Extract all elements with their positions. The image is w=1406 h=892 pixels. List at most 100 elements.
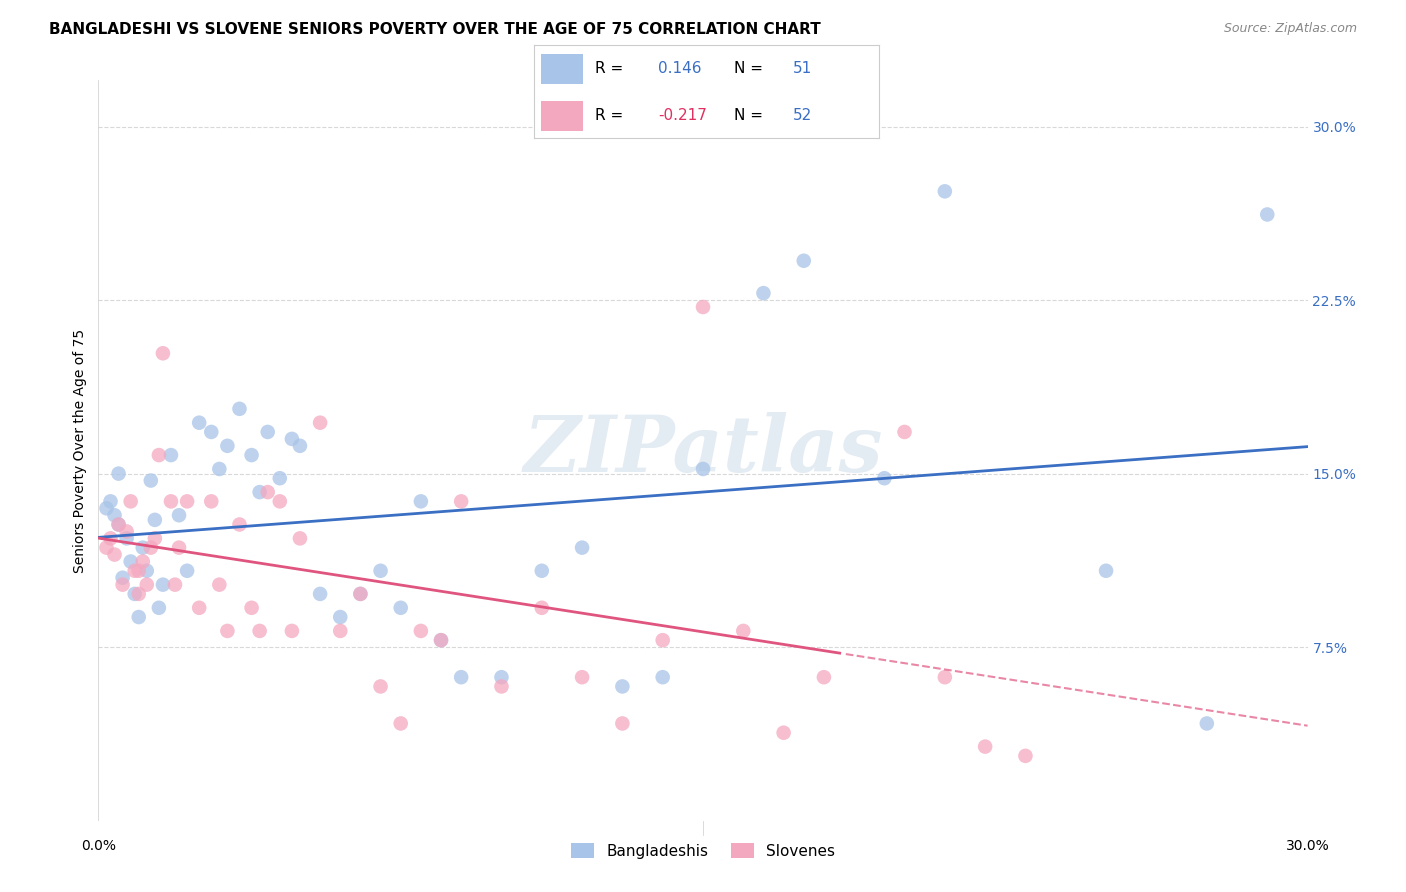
Point: [128, 610, 150, 624]
Point: [491, 670, 513, 684]
Point: [160, 448, 183, 462]
Text: 30.0%: 30.0%: [1285, 839, 1330, 853]
Point: [430, 633, 453, 648]
Point: [132, 554, 155, 569]
Point: [103, 548, 125, 562]
Text: Source: ZipAtlas.com: Source: ZipAtlas.com: [1223, 22, 1357, 36]
Point: [974, 739, 997, 754]
Point: [128, 587, 150, 601]
Point: [309, 416, 332, 430]
Point: [409, 624, 432, 638]
Point: [96, 541, 118, 555]
Text: 0.146: 0.146: [658, 62, 702, 77]
Point: [873, 471, 896, 485]
Point: [450, 494, 472, 508]
Text: N =: N =: [734, 62, 763, 77]
Point: [752, 286, 775, 301]
Point: [893, 425, 915, 439]
Point: [228, 401, 250, 416]
Point: [370, 564, 392, 578]
Point: [813, 670, 835, 684]
Point: [281, 432, 304, 446]
Point: [188, 416, 211, 430]
Point: [208, 462, 231, 476]
Point: [152, 346, 174, 360]
Point: [249, 485, 271, 500]
FancyBboxPatch shape: [541, 54, 582, 84]
Point: [612, 716, 634, 731]
Text: N =: N =: [734, 108, 763, 123]
Point: [409, 494, 432, 508]
Point: [370, 680, 392, 694]
Point: [1095, 564, 1118, 578]
Point: [1014, 748, 1036, 763]
Point: [934, 670, 956, 684]
Point: [571, 541, 593, 555]
Point: [249, 624, 271, 638]
Point: [132, 541, 155, 555]
Point: [793, 253, 815, 268]
Point: [163, 577, 186, 591]
Point: [200, 494, 222, 508]
Point: [135, 577, 157, 591]
Point: [228, 517, 250, 532]
Point: [143, 532, 166, 546]
Point: [349, 587, 371, 601]
Point: [389, 600, 412, 615]
Point: [329, 610, 352, 624]
FancyBboxPatch shape: [541, 101, 582, 131]
Point: [217, 624, 239, 638]
Point: [733, 624, 755, 638]
Point: [934, 184, 956, 198]
Point: [135, 564, 157, 578]
Point: [240, 600, 263, 615]
Text: R =: R =: [595, 108, 623, 123]
Point: [692, 462, 714, 476]
Point: [491, 680, 513, 694]
Point: [256, 485, 278, 500]
Point: [430, 633, 453, 648]
Point: [100, 532, 122, 546]
Point: [188, 600, 211, 615]
Point: [329, 624, 352, 638]
Point: [389, 716, 412, 731]
Point: [692, 300, 714, 314]
Point: [120, 554, 142, 569]
Point: [139, 541, 162, 555]
Point: [530, 564, 553, 578]
Text: R =: R =: [595, 62, 623, 77]
Point: [1256, 207, 1278, 221]
Point: [128, 564, 150, 578]
Point: [111, 577, 134, 591]
Point: [152, 577, 174, 591]
Point: [148, 448, 170, 462]
Point: [148, 600, 170, 615]
Point: [107, 467, 129, 481]
Point: [200, 425, 222, 439]
Text: 52: 52: [793, 108, 811, 123]
Point: [176, 564, 198, 578]
Legend: Bangladeshis, Slovenes: Bangladeshis, Slovenes: [565, 837, 841, 865]
Point: [124, 587, 146, 601]
Point: [139, 474, 162, 488]
Point: [115, 524, 138, 539]
Point: [288, 439, 311, 453]
Point: [651, 670, 673, 684]
Point: [103, 508, 125, 523]
Point: [143, 513, 166, 527]
Point: [208, 577, 231, 591]
Point: [256, 425, 278, 439]
Point: [176, 494, 198, 508]
Point: [349, 587, 371, 601]
Text: 0.0%: 0.0%: [82, 839, 115, 853]
Point: [167, 541, 190, 555]
Text: -0.217: -0.217: [658, 108, 707, 123]
Point: [107, 517, 129, 532]
Point: [288, 532, 311, 546]
Point: [107, 517, 129, 532]
Point: [530, 600, 553, 615]
Point: [309, 587, 332, 601]
Point: [167, 508, 190, 523]
Point: [111, 571, 134, 585]
Text: 51: 51: [793, 62, 811, 77]
